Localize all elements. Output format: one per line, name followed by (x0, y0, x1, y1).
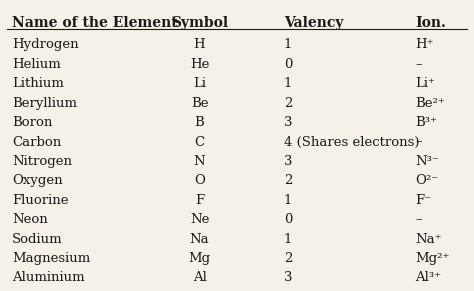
Text: Lithium: Lithium (12, 77, 64, 90)
Text: Magnesium: Magnesium (12, 252, 91, 265)
Text: Oxygen: Oxygen (12, 174, 63, 187)
Text: Ion.: Ion. (415, 16, 446, 30)
Text: Li⁺: Li⁺ (415, 77, 435, 90)
Text: H: H (194, 38, 205, 52)
Text: N³⁻: N³⁻ (415, 155, 439, 168)
Text: 1: 1 (284, 38, 292, 52)
Text: O: O (194, 174, 205, 187)
Text: C: C (194, 136, 205, 148)
Text: 0: 0 (284, 213, 292, 226)
Text: 2: 2 (284, 252, 292, 265)
Text: F: F (195, 194, 204, 207)
Text: Na: Na (190, 233, 210, 246)
Text: –: – (415, 136, 422, 148)
Text: B³⁺: B³⁺ (415, 116, 437, 129)
Text: Li: Li (193, 77, 206, 90)
Text: Carbon: Carbon (12, 136, 62, 148)
Text: N: N (194, 155, 205, 168)
Text: 3: 3 (284, 116, 292, 129)
Text: 2: 2 (284, 174, 292, 187)
Text: 1: 1 (284, 233, 292, 246)
Text: Na⁺: Na⁺ (415, 233, 441, 246)
Text: Hydrogen: Hydrogen (12, 38, 79, 52)
Text: Sodium: Sodium (12, 233, 63, 246)
Text: Fluorine: Fluorine (12, 194, 69, 207)
Text: 0: 0 (284, 58, 292, 71)
Text: Be: Be (191, 97, 208, 110)
Text: He: He (190, 58, 209, 71)
Text: Boron: Boron (12, 116, 53, 129)
Text: 1: 1 (284, 194, 292, 207)
Text: O²⁻: O²⁻ (415, 174, 438, 187)
Text: Neon: Neon (12, 213, 48, 226)
Text: –: – (415, 58, 422, 71)
Text: Name of the Element: Name of the Element (12, 16, 178, 30)
Text: Beryllium: Beryllium (12, 97, 77, 110)
Text: F⁻: F⁻ (415, 194, 431, 207)
Text: 1: 1 (284, 77, 292, 90)
Text: Mg²⁺: Mg²⁺ (415, 252, 449, 265)
Text: Nitrogen: Nitrogen (12, 155, 72, 168)
Text: 2: 2 (284, 97, 292, 110)
Text: Mg: Mg (189, 252, 210, 265)
Text: 3: 3 (284, 272, 292, 284)
Text: Symbol: Symbol (171, 16, 228, 30)
Text: –: – (415, 213, 422, 226)
Text: Al³⁺: Al³⁺ (415, 272, 441, 284)
Text: Helium: Helium (12, 58, 61, 71)
Text: Be²⁺: Be²⁺ (415, 97, 445, 110)
Text: 4 (Shares electrons): 4 (Shares electrons) (284, 136, 419, 148)
Text: H⁺: H⁺ (415, 38, 434, 52)
Text: Al: Al (192, 272, 207, 284)
Text: Ne: Ne (190, 213, 209, 226)
Text: 3: 3 (284, 155, 292, 168)
Text: Aluminium: Aluminium (12, 272, 85, 284)
Text: Valency: Valency (284, 16, 343, 30)
Text: B: B (195, 116, 204, 129)
